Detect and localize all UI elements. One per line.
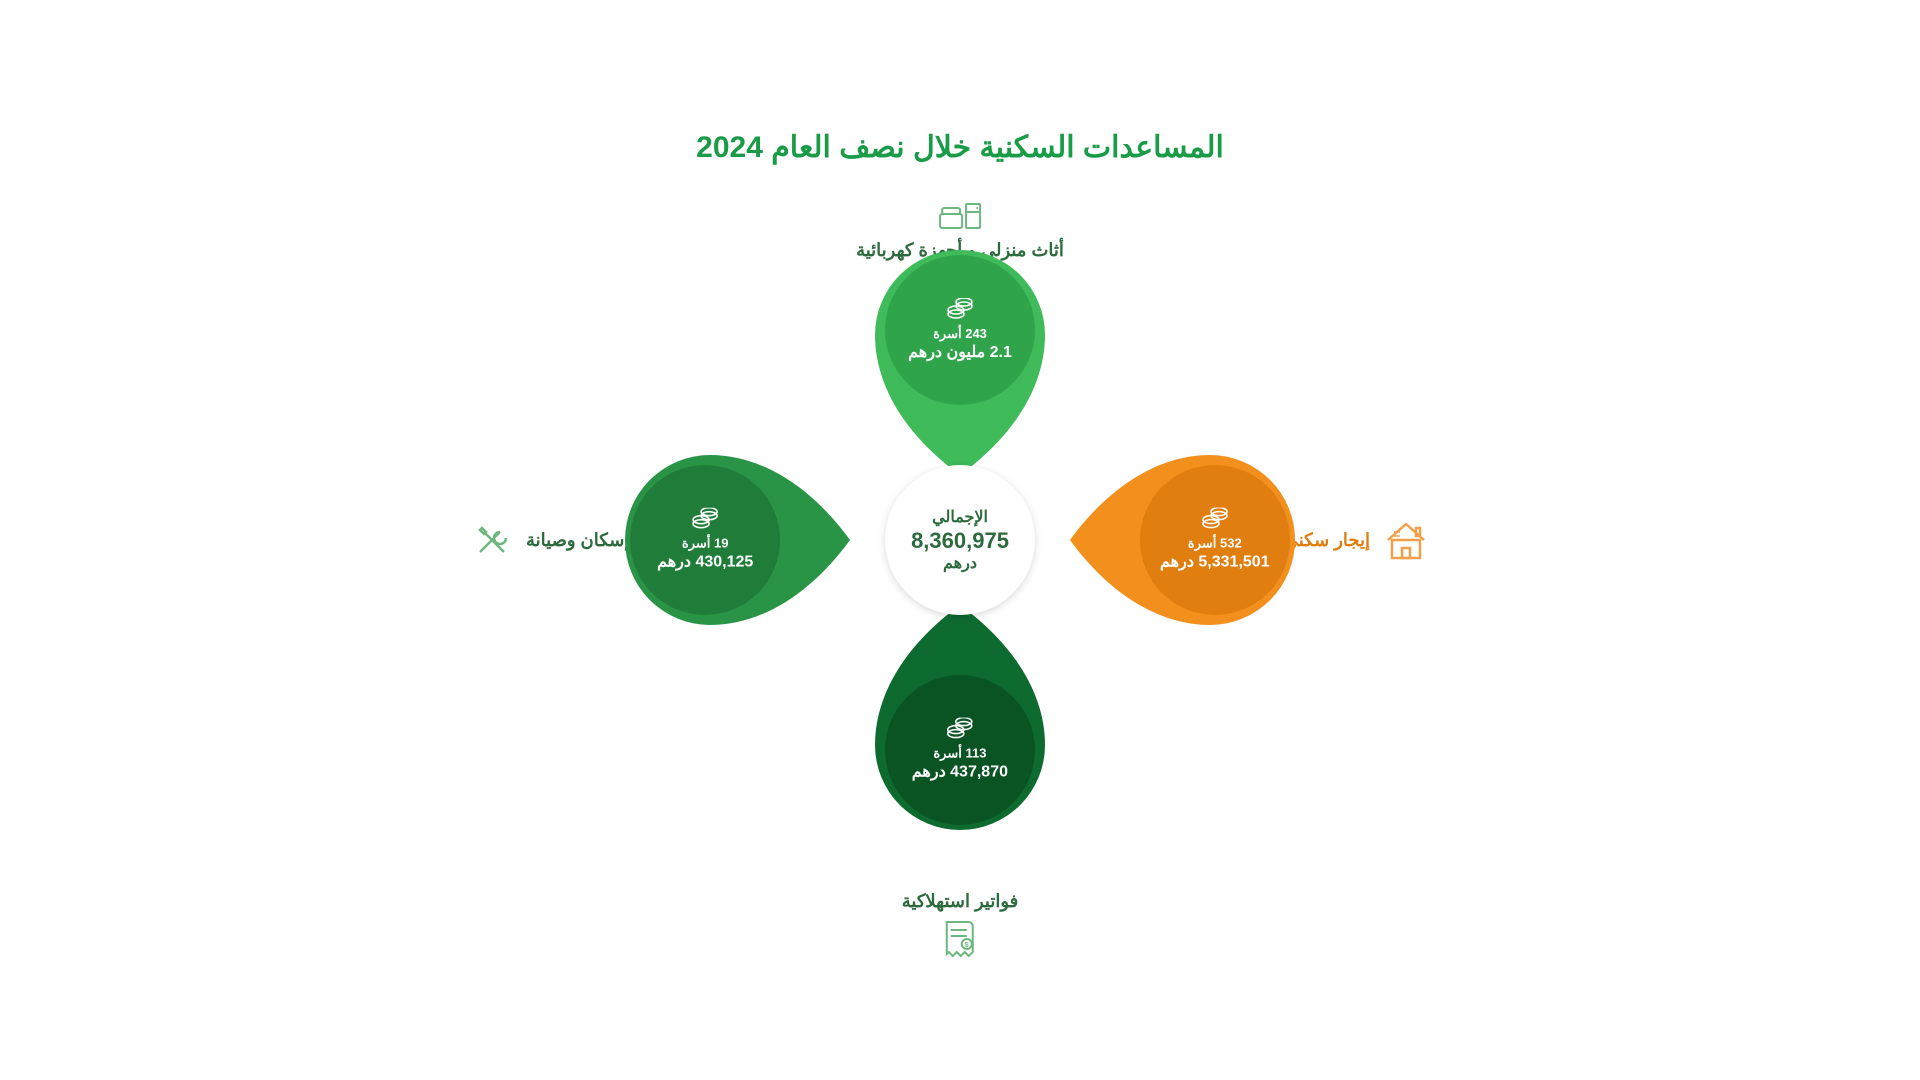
- amount-value: 5,331,501 درهم: [1160, 554, 1270, 572]
- amount-value: 430,125 درهم: [657, 554, 753, 572]
- coins-icon: [946, 718, 974, 740]
- amount-value: 2.1 مليون درهم: [908, 344, 1012, 362]
- total-value: 8,360,975: [911, 529, 1009, 553]
- families-count: 19 أسرة: [682, 536, 729, 552]
- category-label-bills: فواتير استهلاكية $: [902, 891, 1018, 960]
- center-total: الإجمالي 8,360,975 درهم: [885, 465, 1035, 615]
- category-label-text: فواتير استهلاكية: [902, 891, 1018, 912]
- petal-inner: 532 أسرة 5,331,501 درهم: [1140, 465, 1290, 615]
- svg-text:$: $: [965, 942, 969, 949]
- receipt-icon: $: [941, 918, 979, 960]
- petal-left: 19 أسرة 430,125 درهم: [610, 445, 850, 635]
- families-count: 113 أسرة: [933, 746, 986, 762]
- amount-value: 437,870 درهم: [912, 764, 1008, 782]
- tools-icon: [470, 518, 514, 562]
- coins-icon: [946, 298, 974, 320]
- total-label: الإجمالي: [932, 507, 988, 527]
- petal-inner: 243 أسرة 2.1 مليون درهم: [885, 255, 1035, 405]
- page-title: المساعدات السكنية خلال نصف العام 2024: [510, 130, 1410, 165]
- infographic-canvas: المساعدات السكنية خلال نصف العام 2024 أث…: [510, 130, 1410, 950]
- petal-inner: 19 أسرة 430,125 درهم: [630, 465, 780, 615]
- families-count: 532 أسرة: [1188, 536, 1242, 552]
- petal-right: 532 أسرة 5,331,501 درهم: [1070, 445, 1310, 635]
- coins-icon: [1201, 508, 1229, 530]
- furniture-icon: [938, 200, 982, 234]
- families-count: 243 أسرة: [933, 326, 987, 342]
- coins-icon: [691, 508, 719, 530]
- house-icon: [1382, 518, 1430, 562]
- total-unit: درهم: [943, 553, 977, 573]
- petal-diagram: 243 أسرة 2.1 مليون درهم: [680, 260, 1240, 820]
- petal-top: 243 أسرة 2.1 مليون درهم: [865, 235, 1055, 475]
- petal-inner: 113 أسرة 437,870 درهم: [885, 675, 1035, 825]
- petal-bottom: 113 أسرة 437,870 درهم: [865, 605, 1055, 845]
